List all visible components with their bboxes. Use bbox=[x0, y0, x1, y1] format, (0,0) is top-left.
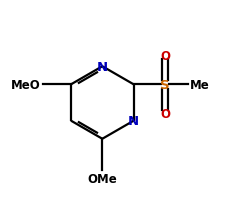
Text: N: N bbox=[96, 60, 107, 73]
Text: N: N bbox=[128, 115, 139, 128]
Text: S: S bbox=[160, 78, 169, 91]
Text: Me: Me bbox=[190, 78, 209, 91]
Text: O: O bbox=[159, 49, 169, 62]
Text: OMe: OMe bbox=[87, 172, 117, 185]
Text: O: O bbox=[159, 108, 169, 121]
Text: MeO: MeO bbox=[11, 78, 41, 91]
